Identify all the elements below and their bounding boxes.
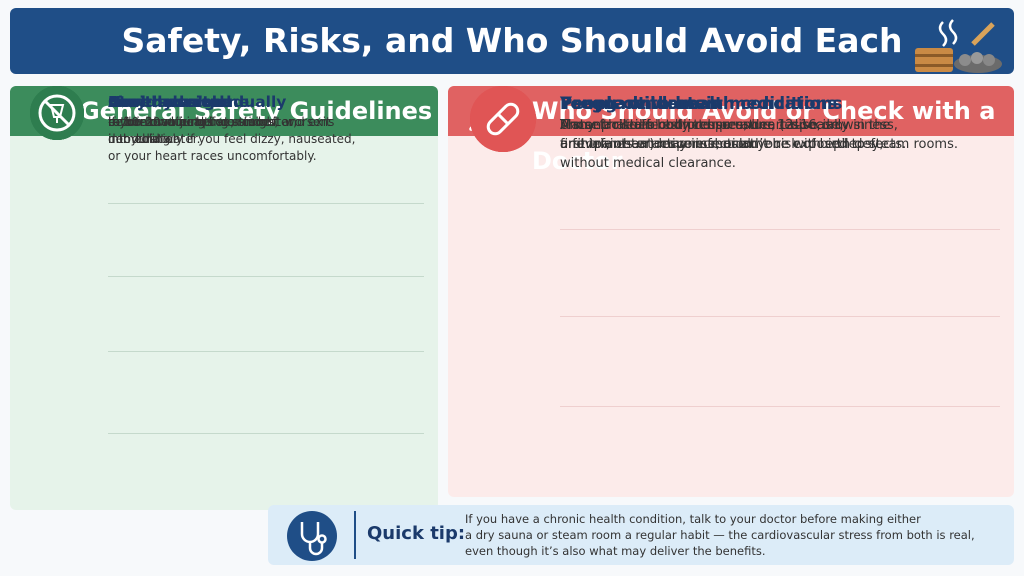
item-text: Young children Many facilities restrict u… xyxy=(560,94,958,154)
item-line: dehydration. xyxy=(108,132,185,146)
item-heading: Stay hydrated xyxy=(108,93,232,111)
item-text: Avoid alcohol before or during use, since… xyxy=(108,93,334,148)
separator xyxy=(108,276,424,277)
item-line: Uncontrolled blood pressure, heart disea… xyxy=(560,118,844,133)
tip-label: Quick tip: xyxy=(367,523,466,544)
avoid-panel: Who Should Avoid or Check with a Doctor … xyxy=(448,86,1014,497)
item-line: into cold water. xyxy=(108,132,201,146)
item-text: Pregnant women A steep rise in body tempe… xyxy=(560,94,906,154)
item-text: Never use alone if you have health concer… xyxy=(108,93,355,165)
page-title: Safety, Risks, and Who Should Avoid Each xyxy=(121,21,903,60)
item-line: immediately if you feel dizzy, nauseated… xyxy=(108,132,356,146)
item-line: without medical clearance. xyxy=(560,156,736,171)
tip-line: If you have a chronic health condition, … xyxy=(465,512,921,526)
item-text: Limit sessions to 10–20 minutes at a time… xyxy=(108,93,275,131)
icon xyxy=(30,86,84,140)
item-line: Many facilities restrict use under 12–16… xyxy=(560,118,821,133)
item-line: first trimester) may increase the risk o… xyxy=(560,137,907,152)
tip-box: Quick tip: If you have a chronic health … xyxy=(268,505,1014,565)
item-heading: Limit sessions xyxy=(108,93,232,111)
separator xyxy=(108,351,424,352)
item-text: People with health conditions Uncontrolle… xyxy=(560,94,844,154)
item-line: Those that affect blood pressure, cause … xyxy=(560,118,898,133)
separator xyxy=(108,203,424,204)
tip-text: If you have a chronic health condition, … xyxy=(465,511,975,559)
item-heading: Avoid alcohol xyxy=(108,93,225,111)
item-line: or your heart races uncomfortably. xyxy=(108,149,317,163)
item-icon xyxy=(470,86,536,156)
item-line: or impair heat response, or anyone with … xyxy=(560,137,884,152)
header: Safety, Risks, and Who Should Avoid Each xyxy=(10,8,1014,74)
item-line: before or during use, since it worsens xyxy=(108,115,335,129)
guidelines-panel: General Safety Guidelines Limit sessions… xyxy=(10,86,438,510)
item-line: — drink water before and after, xyxy=(108,115,298,129)
separator xyxy=(108,433,424,434)
item-heading: People on certain medications xyxy=(560,94,843,113)
separator xyxy=(560,406,1000,407)
item-line: not during. xyxy=(108,132,174,146)
item-line: to 10–20 minutes at a time. xyxy=(108,115,275,129)
item-line: a fever, or an active infection. xyxy=(560,137,756,152)
item-heading: Never use alone xyxy=(108,93,250,111)
item-heading: People with health conditions xyxy=(560,94,838,113)
item-text: Cool down gradually rather than jumping s… xyxy=(108,93,286,148)
avoid-title: Who Should Avoid or Check with a Doctor xyxy=(448,86,1014,175)
sauna-icon xyxy=(915,19,1002,73)
stethoscope-icon xyxy=(287,511,337,561)
item-heading: Pregnant women xyxy=(560,94,719,113)
item-line: and infants under one shouldn’t be expos… xyxy=(560,137,958,152)
item-text: Stay hydrated — drink water before and af… xyxy=(108,93,297,148)
tip-line: a dry sauna or steam room a regular habi… xyxy=(465,528,975,542)
item-line: rather than jumping straight xyxy=(108,115,279,129)
tip-line: even though it’s also what may deliver t… xyxy=(465,544,766,558)
separator xyxy=(560,229,1000,230)
icon xyxy=(470,86,536,152)
item-text: People on certain medications Those that … xyxy=(560,94,898,173)
item-icon xyxy=(30,86,84,144)
item-line: if you have health concerns, and exit xyxy=(108,115,331,129)
item-line: A steep rise in body temperature (especi… xyxy=(560,118,891,133)
item-heading: Young children xyxy=(560,94,699,113)
separator xyxy=(560,316,1000,317)
tip-divider xyxy=(354,511,356,559)
item-heading: Cool down gradually xyxy=(108,93,287,111)
